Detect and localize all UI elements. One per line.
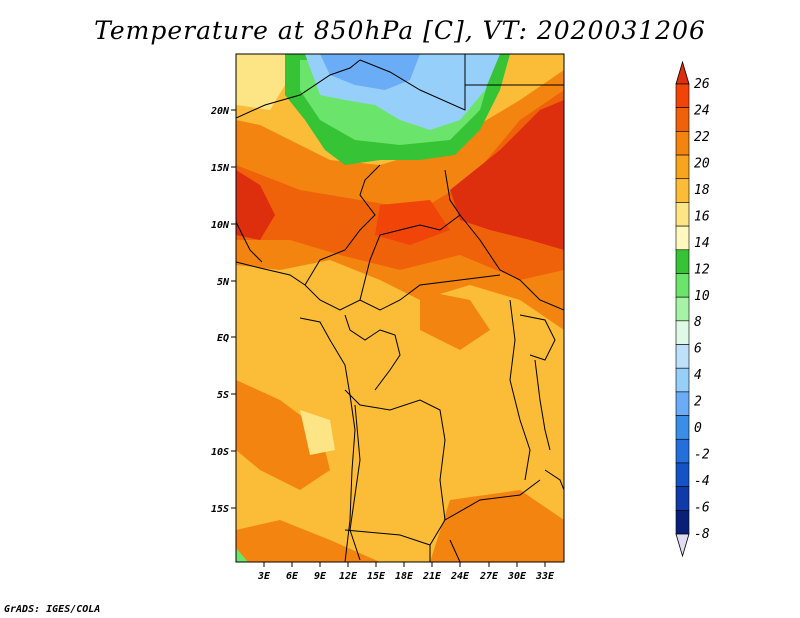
colorbar-segment: [675, 486, 690, 511]
colorbar-segment: [675, 107, 690, 132]
colorbar-label: -4: [694, 474, 710, 489]
lon-label: 27E: [479, 571, 499, 582]
colorbar-segment: [675, 438, 690, 464]
colorbar-label: 18: [694, 183, 710, 198]
colorbar-segment: [675, 225, 690, 251]
colorbar-segment: [675, 462, 690, 487]
lat-label: EQ: [217, 333, 229, 344]
lat-label: 15N: [211, 163, 230, 174]
colorbar-label: 26: [694, 77, 710, 92]
grads-credit: GrADS: IGES/COLA: [4, 604, 101, 615]
colorbar-label: 24: [694, 103, 710, 118]
lon-label: 3E: [257, 571, 271, 582]
colorbar-segment: [675, 154, 690, 180]
lat-label: 20N: [210, 106, 230, 117]
latitude-axis: 20N 15N 10N 5N EQ 5S 10S 15S: [210, 106, 236, 515]
colorbar-label: 10: [694, 289, 710, 304]
map-title: Temperature at 850hPa [C], VT: 202003120…: [94, 16, 706, 45]
lat-label: 5N: [217, 277, 230, 288]
lat-label: 5S: [217, 390, 229, 401]
colorbar-segment: [675, 415, 690, 440]
colorbar-segment: [675, 178, 690, 203]
colorbar-segment: [675, 296, 690, 322]
colorbar-label: 16: [694, 209, 710, 224]
lon-label: 21E: [422, 571, 442, 582]
colorbar-label: 2: [694, 395, 702, 410]
lat-label: 10N: [211, 220, 230, 231]
colorbar-label: 14: [694, 236, 710, 251]
colorbar-label: -8: [694, 527, 710, 542]
colorbar-segment: [675, 83, 690, 108]
colorbar-label: 0: [694, 421, 702, 436]
lon-label: 15E: [367, 571, 386, 582]
colorbar-segment: [675, 510, 690, 535]
colorbar-segment: [675, 344, 690, 369]
colorbar-label: -6: [694, 501, 710, 516]
colorbar-top-arrow: [675, 60, 690, 85]
country-borders: [236, 54, 564, 562]
colorbar-label: 12: [694, 262, 710, 277]
lon-label: 30E: [507, 571, 527, 582]
coastline: [236, 221, 356, 562]
map-frame: [235, 53, 565, 563]
longitude-axis: 3E 6E 9E 12E 15E 18E 21E 24E 27E 30E 33E: [257, 562, 555, 582]
colorbar-segment: [675, 131, 690, 156]
colorbar-segment: [675, 202, 690, 227]
colorbar-label: 4: [694, 368, 702, 383]
colorbar-segment: [675, 273, 690, 298]
colorbar-segment: [675, 249, 690, 274]
lon-label: 33E: [535, 571, 555, 582]
colorbar-segment: [675, 320, 690, 345]
lat-label: 15S: [211, 504, 229, 515]
lon-label: 6E: [286, 571, 299, 582]
lon-label: 24E: [450, 571, 470, 582]
colorbar-label: -2: [694, 448, 710, 463]
colorbar-label: 22: [694, 130, 710, 145]
lon-label: 18E: [395, 571, 414, 582]
colorbar-label: 8: [694, 315, 702, 330]
lon-label: 9E: [314, 571, 327, 582]
lon-label: 12E: [339, 571, 358, 582]
colorbar-label: 6: [694, 342, 702, 357]
colorbar-segment: [675, 367, 690, 393]
lat-label: 10S: [211, 447, 229, 458]
temperature-field: [236, 54, 564, 562]
colorbar-segment: [675, 391, 690, 416]
colorbar-bottom-arrow: [675, 533, 690, 558]
colorbar-label: 20: [694, 156, 710, 171]
